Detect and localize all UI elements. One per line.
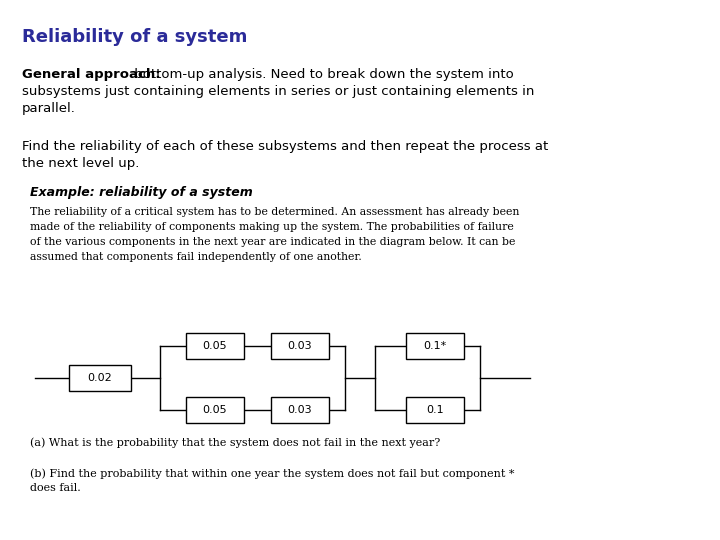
Text: Find the reliability of each of these subsystems and then repeat the process at: Find the reliability of each of these su…: [22, 140, 548, 153]
Bar: [186, 333, 244, 359]
Text: the next level up.: the next level up.: [22, 157, 140, 170]
Bar: [271, 333, 329, 359]
Text: subsystems just containing elements in series or just containing elements in: subsystems just containing elements in s…: [22, 85, 534, 98]
Bar: [271, 397, 329, 423]
Text: (a) What is the probability that the system does not fail in the next year?: (a) What is the probability that the sys…: [30, 437, 440, 448]
Bar: [406, 397, 464, 423]
Text: assumed that components fail independently of one another.: assumed that components fail independent…: [30, 252, 361, 262]
Text: 0.1: 0.1: [426, 405, 444, 415]
Text: made of the reliability of components making up the system. The probabilities of: made of the reliability of components ma…: [30, 222, 514, 232]
Text: Example: reliability of a system: Example: reliability of a system: [30, 186, 253, 199]
Bar: [186, 397, 244, 423]
Text: The reliability of a critical system has to be determined. An assessment has alr: The reliability of a critical system has…: [30, 207, 519, 217]
Bar: [69, 365, 131, 391]
Text: bottom-up analysis. Need to break down the system into: bottom-up analysis. Need to break down t…: [130, 68, 514, 81]
Text: 0.03: 0.03: [288, 405, 312, 415]
Text: 0.05: 0.05: [203, 341, 228, 351]
Text: (b) Find the probability that within one year the system does not fail but compo: (b) Find the probability that within one…: [30, 468, 515, 478]
Text: 0.1*: 0.1*: [423, 341, 446, 351]
Text: 0.03: 0.03: [288, 341, 312, 351]
Text: does fail.: does fail.: [30, 483, 81, 493]
Bar: [406, 333, 464, 359]
Text: of the various components in the next year are indicated in the diagram below. I: of the various components in the next ye…: [30, 237, 516, 247]
Text: parallel.: parallel.: [22, 102, 76, 115]
Text: 0.02: 0.02: [88, 373, 112, 383]
Text: Reliability of a system: Reliability of a system: [22, 28, 248, 46]
Text: 0.05: 0.05: [203, 405, 228, 415]
Text: General approach:: General approach:: [22, 68, 161, 81]
